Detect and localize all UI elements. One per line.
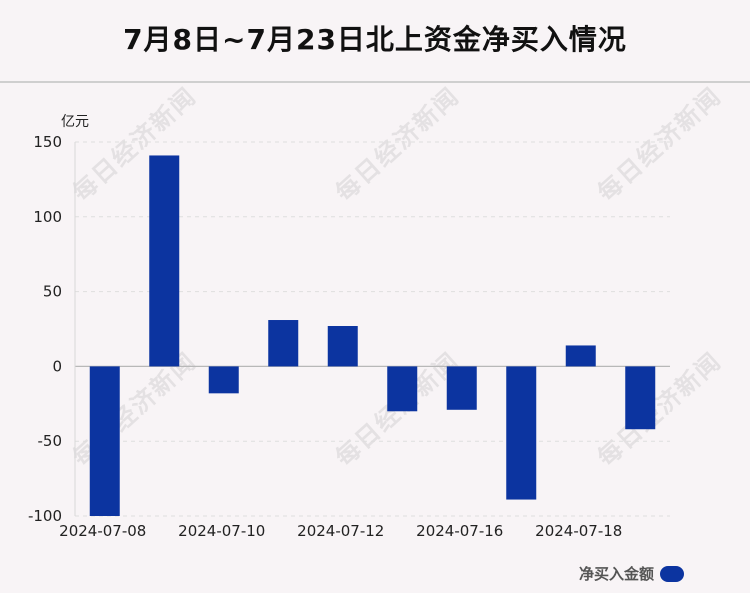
bars (89, 155, 656, 516)
y-axis-ticks: -100 -50 0 50 100 150 (28, 133, 62, 525)
bar-2024-07-12 (327, 326, 358, 367)
x-tick-label: 2024-07-12 (297, 522, 384, 540)
chart-title: 7月8日~7月23日北上资金净买入情况 (123, 23, 627, 56)
bar-2024-07-17 (506, 366, 537, 500)
legend: 净买入金额 (579, 563, 684, 584)
y-tick-label: 0 (52, 357, 62, 375)
bar-2024-07-15 (387, 366, 418, 412)
bar-2024-07-09 (149, 155, 180, 367)
x-tick-label: 2024-07-10 (178, 522, 265, 540)
bar-2024-07-08 (89, 366, 120, 516)
y-tick-label: -50 (38, 432, 63, 450)
y-tick-label: 100 (33, 208, 62, 226)
y-tick-label: 50 (43, 283, 62, 301)
bar-2024-07-10 (208, 366, 239, 394)
legend-label: 净买入金额 (578, 565, 654, 583)
legend-swatch (660, 565, 684, 582)
y-axis-unit-label: 亿元 (61, 114, 89, 130)
y-tick-label: -100 (28, 507, 62, 525)
x-tick-label: 2024-07-08 (59, 522, 146, 540)
bar-2024-07-11 (268, 320, 299, 367)
x-axis-ticks: 2024-07-08 2024-07-10 2024-07-12 2024-07-16… (59, 522, 622, 540)
x-tick-label: 2024-07-16 (416, 522, 503, 540)
bar-2024-07-16 (446, 366, 477, 410)
bar-2024-07-19 (625, 366, 656, 430)
y-tick-label: 150 (33, 133, 62, 151)
title-divider (0, 81, 750, 83)
x-tick-label: 2024-07-18 (535, 522, 622, 540)
bar-2024-07-18 (565, 345, 596, 367)
